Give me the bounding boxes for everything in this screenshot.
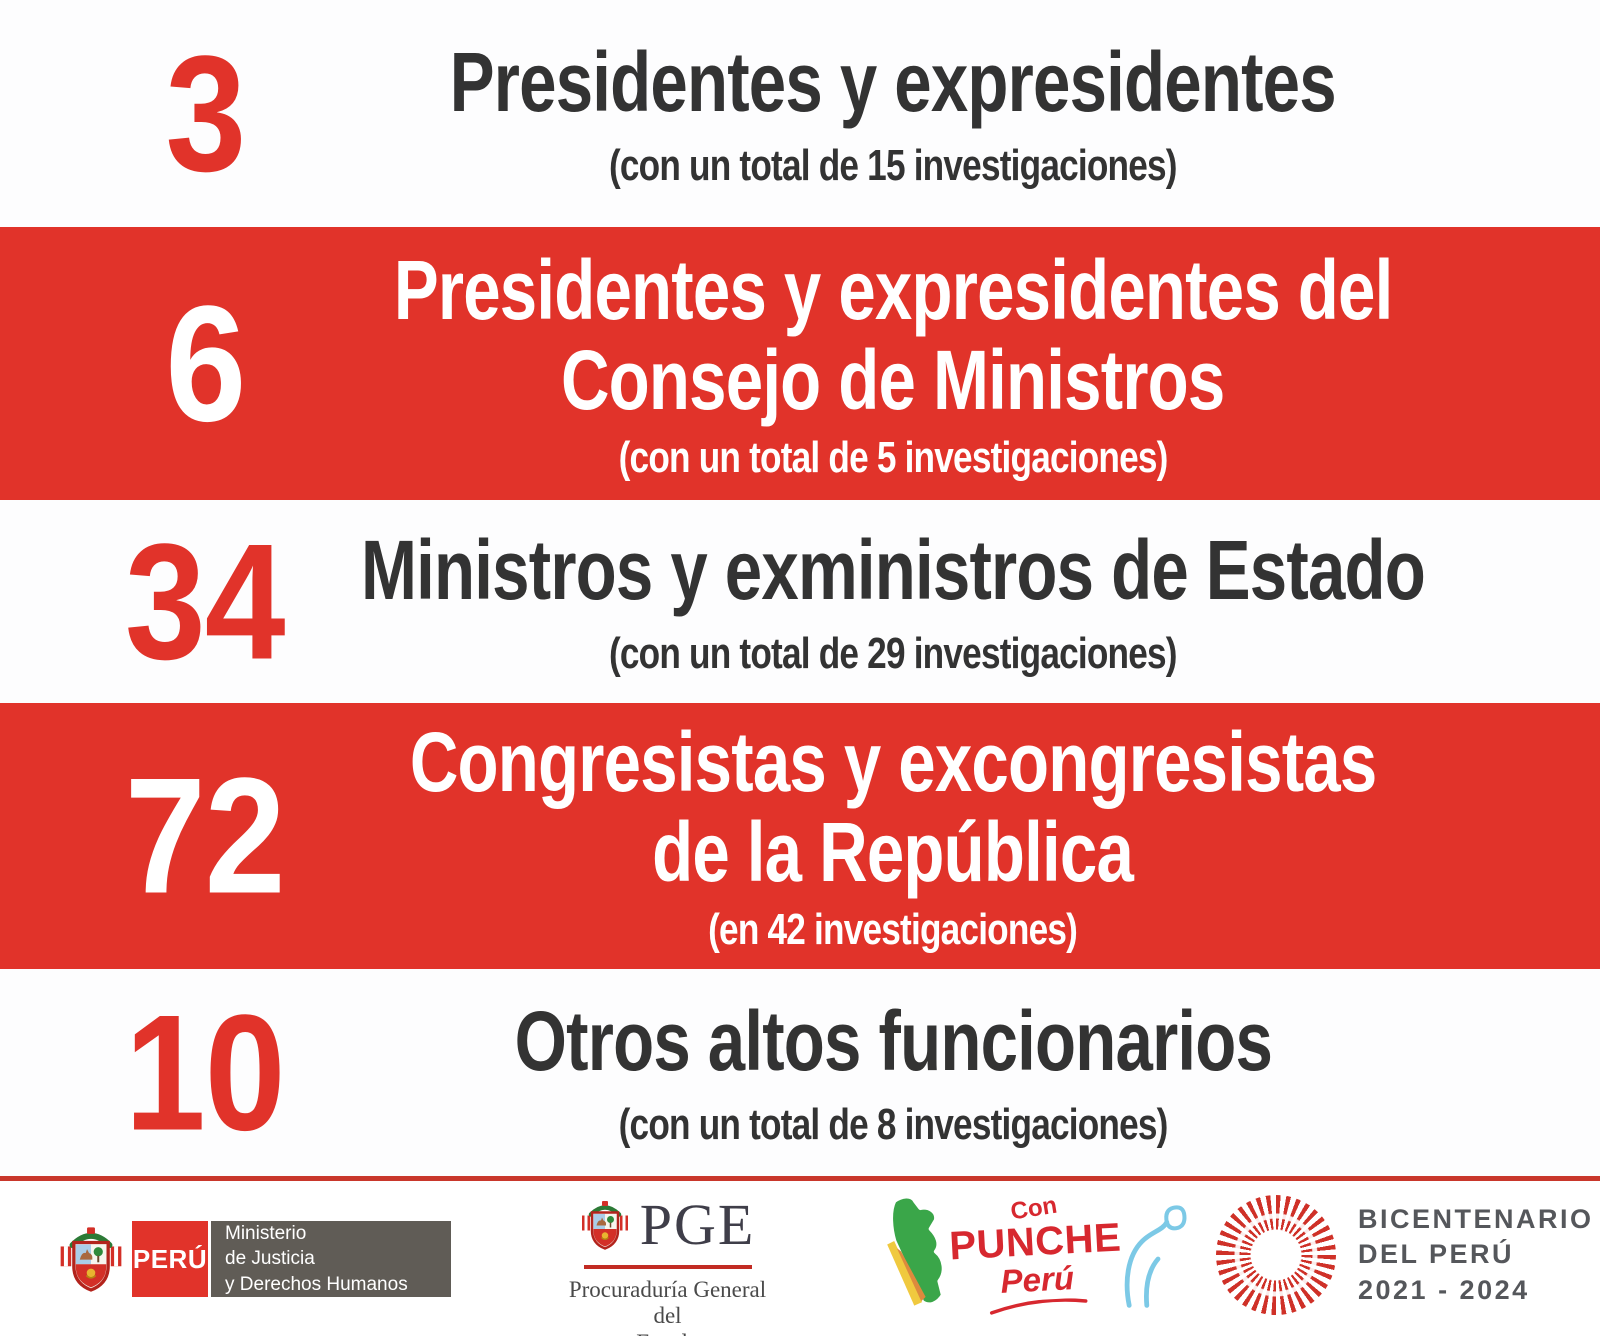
- peru-brand-box: PERÚ: [132, 1221, 208, 1297]
- ministerio-line: y Derechos Humanos: [225, 1273, 408, 1295]
- logos-footer: PERÚ Ministerio de Justicia y Derechos H…: [0, 1181, 1600, 1336]
- stat-content: Presidentes y expresidentes del Consejo …: [0, 227, 1600, 500]
- ministerio-line: de Justicia: [225, 1248, 315, 1270]
- pge-name: Procuraduría General del Estado: [568, 1277, 767, 1336]
- stat-subtitle: (con un total de 5 investigaciones): [618, 432, 1168, 482]
- flexed-arm-icon: [1124, 1205, 1187, 1308]
- peru-map-icon: [887, 1194, 947, 1307]
- ministerio-name-box: Ministerio de Justicia y Derechos Humano…: [211, 1221, 451, 1297]
- stat-subtitle: (en 42 investigaciones): [708, 905, 1079, 954]
- bicentenario-logo: BICENTENARIO DEL PERÚ 2021 - 2024: [1216, 1195, 1594, 1315]
- stat-content: Otros altos funcionarios (con un total d…: [0, 969, 1600, 1176]
- stat-content: Presidentes y expresidentes (con un tota…: [0, 0, 1600, 227]
- stat-band-pcm: 6 Presidentes y expresidentes del Consej…: [0, 227, 1600, 500]
- swoosh-underline-icon: [989, 1297, 1088, 1314]
- stat-band-ministros: 34 Ministros y exministros de Estado (co…: [0, 500, 1600, 703]
- stat-number: 6: [165, 271, 246, 455]
- stat-number: 34: [125, 509, 286, 693]
- pge-acronym: PGE: [639, 1192, 756, 1257]
- stat-title: Ministros y exministros de Estado: [360, 522, 1426, 617]
- stat-band-presidentes: 3 Presidentes y expresidentes (con un to…: [0, 0, 1600, 227]
- stat-subtitle: (con un total de 29 investigaciones): [609, 628, 1178, 678]
- stat-content: Ministros y exministros de Estado (con u…: [0, 500, 1600, 703]
- stat-number: 10: [125, 980, 286, 1164]
- minjus-logo: PERÚ Ministerio de Justicia y Derechos H…: [58, 1217, 451, 1301]
- stat-title: Congresistas y excongresistas: [409, 715, 1377, 809]
- stat-subtitle: (con un total de 8 investigaciones): [618, 1099, 1168, 1149]
- stat-content: Congresistas y excongresistas de la Repú…: [0, 703, 1600, 969]
- con-punche-text: Con PUNCHE Perú: [947, 1191, 1125, 1317]
- pge-red-rule: [583, 1265, 752, 1269]
- stat-band-otros-funcionarios: 10 Otros altos funcionarios (con un tota…: [0, 969, 1600, 1176]
- con-punche-peru-logo: Con PUNCHE Perú: [868, 1189, 1190, 1321]
- pge-logo: PGE Procuraduría General del Estado: [560, 1193, 775, 1336]
- coat-of-arms-icon: [58, 1217, 124, 1301]
- stat-title: Otros altos funcionarios: [514, 993, 1272, 1088]
- starburst-icon: [1216, 1195, 1336, 1315]
- stat-subtitle: (con un total de 15 investigaciones): [609, 140, 1178, 190]
- bicentenario-text: BICENTENARIO DEL PERÚ 2021 - 2024: [1358, 1204, 1594, 1305]
- stat-title-line2: de la República: [652, 805, 1135, 899]
- stat-band-congresistas: 72 Congresistas y excongresistas de la R…: [0, 703, 1600, 969]
- stat-title-line2: Consejo de Ministros: [561, 332, 1225, 427]
- stat-number: 3: [165, 21, 246, 205]
- coat-of-arms-icon: [580, 1193, 630, 1257]
- red-separator-line: [0, 1176, 1600, 1181]
- stat-number: 72: [125, 743, 286, 928]
- pge-logo-top: PGE: [580, 1193, 756, 1257]
- ministerio-line: Ministerio: [225, 1223, 307, 1245]
- stat-title: Presidentes y expresidentes del: [393, 242, 1393, 337]
- stat-title: Presidentes y expresidentes: [449, 34, 1337, 129]
